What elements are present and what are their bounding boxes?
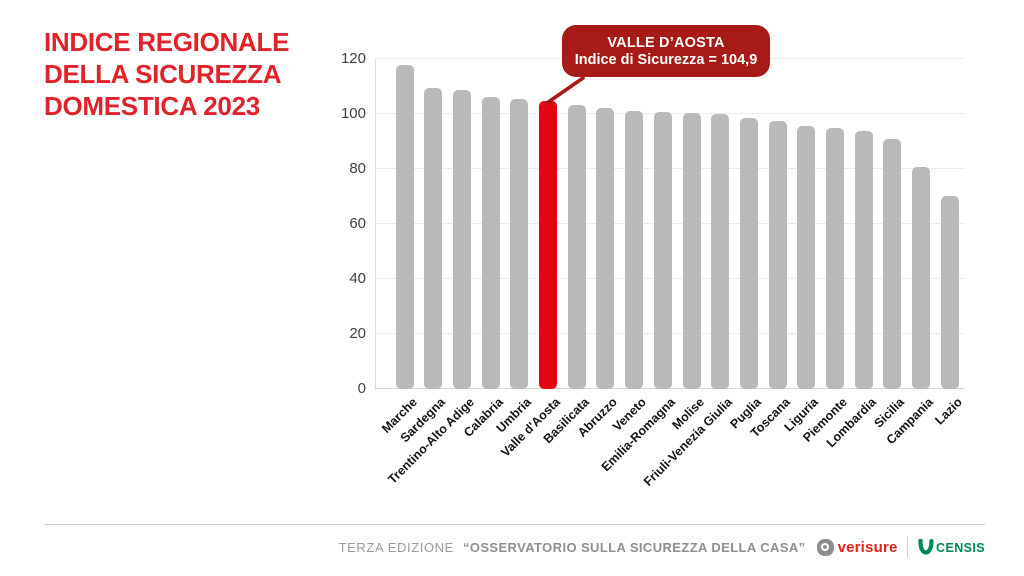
- bar-chart-plot-area: 0 20 40 60 80 100 120: [341, 50, 964, 397]
- censis-u-icon: [918, 538, 934, 555]
- bar-friuli-venezia-giulia: [711, 113, 730, 389]
- y-axis-line: [375, 59, 376, 390]
- y-tick-label-80: 80: [349, 160, 366, 177]
- y-tick-label-60: 60: [349, 215, 366, 232]
- bar-molise: [682, 112, 701, 389]
- bar-liguria: [797, 125, 816, 389]
- page-title-line-1: INDICE REGIONALE: [44, 27, 290, 57]
- gridline-0: [375, 388, 964, 389]
- highlight-callout: VALLE D’AOSTA Indice di Sicurezza = 104,…: [562, 25, 770, 77]
- verisure-logo: verisure: [816, 538, 898, 556]
- bar-marche: [395, 65, 414, 389]
- x-axis-labels: Marche Sardegna Trentino-Alto Adige Calabri…: [375, 395, 965, 535]
- bar-puglia: [739, 117, 758, 389]
- bar-emilia-romagna: [653, 112, 672, 389]
- y-tick-label-0: 0: [357, 380, 366, 397]
- y-tick-label-100: 100: [340, 105, 366, 122]
- page-title-line-2: DELLA SICUREZZA: [44, 59, 282, 89]
- bar-abruzzo: [596, 107, 615, 389]
- bar-piemonte: [826, 127, 844, 389]
- footer-logo-divider: [906, 536, 909, 558]
- page-title-line-3: DOMESTICA 2023: [44, 91, 260, 121]
- page-title: INDICE REGIONALE DELLA SICUREZZA DOMESTI…: [44, 26, 289, 122]
- bar-calabria: [481, 96, 500, 389]
- footer-divider-line: [44, 524, 985, 525]
- callout-pointer-line: [545, 76, 585, 105]
- verisure-badge-icon: [816, 538, 834, 556]
- verisure-wordmark: verisure: [837, 538, 898, 556]
- censis-wordmark: CENSIS: [936, 540, 985, 555]
- footer-report-title: “OSSERVATORIO SULLA SICUREZZA DELLA CASA…: [462, 539, 806, 555]
- bar-lazio: [940, 195, 959, 389]
- bar-veneto: [625, 110, 644, 389]
- footer-edition-text: TERZA EDIZIONE: [338, 539, 454, 555]
- y-tick-label-120: 120: [340, 50, 366, 67]
- censis-logo: CENSIS: [917, 538, 985, 556]
- bar-campania: [912, 167, 931, 389]
- y-tick-label-20: 20: [349, 325, 366, 342]
- callout-index-value: Indice di Sicurezza = 104,9: [574, 51, 758, 68]
- bar-valle-d-aosta: [539, 100, 557, 389]
- y-tick-label-40: 40: [349, 270, 366, 287]
- bar-sicilia: [883, 138, 902, 389]
- bar-toscana: [768, 120, 787, 389]
- bar-basilicata: [567, 104, 586, 389]
- bar-umbria: [510, 99, 529, 389]
- x-tick-label-lazio: Lazio: [932, 395, 965, 428]
- footer: TERZA EDIZIONE “OSSERVATORIO SULLA SICUR…: [339, 533, 985, 561]
- bar-lombardia: [854, 131, 873, 389]
- callout-region-name: VALLE D’AOSTA: [607, 34, 725, 51]
- bar-sardegna: [424, 88, 443, 389]
- bar-trentino-alto-adige: [452, 89, 471, 389]
